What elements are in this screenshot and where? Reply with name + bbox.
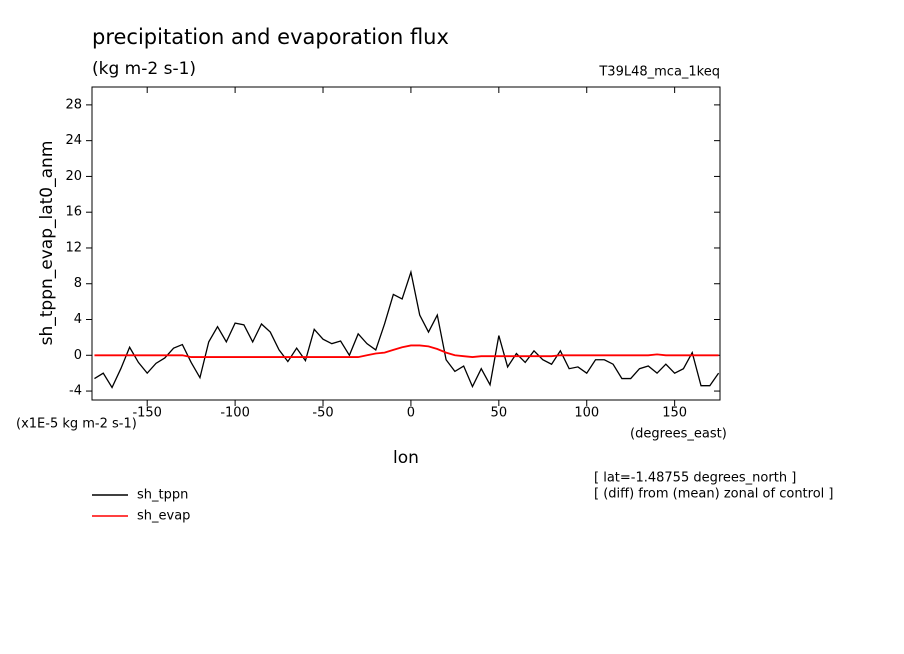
legend-label: sh_tppn [137,488,188,503]
run-label: T39L48_mca_1keq [598,65,720,80]
chart-subtitle: (kg m-2 s-1) [92,59,196,79]
data-line [94,344,719,358]
x-tick-label: 0 [407,406,415,421]
y-tick-label: 24 [65,133,82,148]
y-tick-label: 28 [65,97,82,112]
y-tick-label: 0 [74,348,82,363]
data-line [94,269,720,389]
y-units: (x1E-5 kg m-2 s-1) [16,417,137,432]
x-tick-label: 100 [574,406,599,421]
y-axis-label: sh_tppn_evap_lat0_anm [37,141,57,346]
plot-frame [91,86,721,401]
y-tick-label: 4 [74,312,82,327]
note: [ lat=-1.48755 degrees_north ] [594,471,796,486]
x-axis-label: lon [393,448,419,468]
chart-title: precipitation and evaporation flux [92,25,449,49]
y-tick-label: 16 [65,205,82,220]
y-tick-label: 8 [74,276,82,291]
x-tick-label: 50 [491,406,508,421]
x-tick-label: -50 [312,406,333,421]
x-tick-label: 150 [662,406,687,421]
y-tick-label: 12 [65,240,82,255]
x-units: (degrees_east) [630,427,727,442]
y-tick-label: 20 [65,169,82,184]
y-tick-label: -4 [69,384,82,399]
x-tick-label: -150 [132,406,162,421]
x-tick-label: -100 [220,406,250,421]
legend-label: sh_evap [137,509,190,524]
note: [ (diff) from (mean) zonal of control ] [594,487,833,502]
